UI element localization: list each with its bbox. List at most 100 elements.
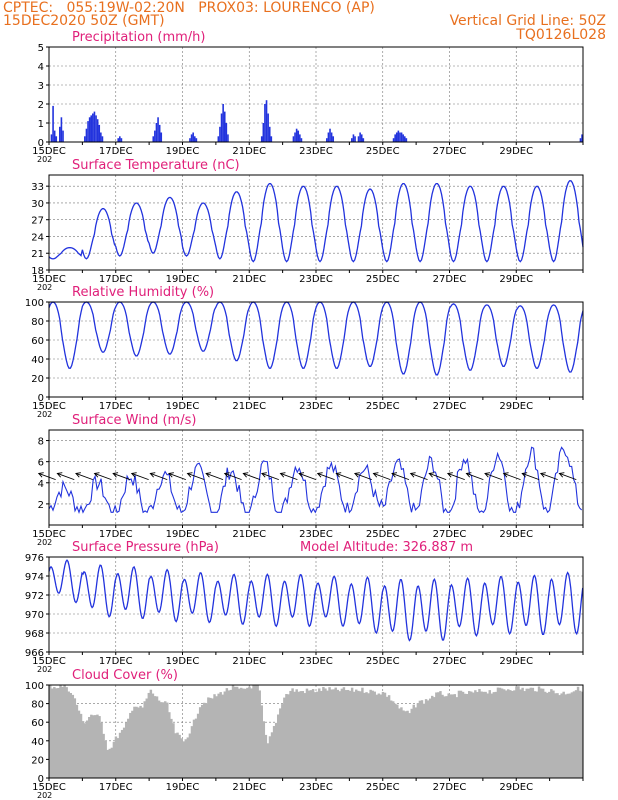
cloud-bar — [410, 708, 413, 778]
x-tick-label: 25DEC — [366, 274, 400, 285]
cloud-bar — [482, 691, 485, 778]
precip-bar — [260, 136, 263, 142]
cloud-bar — [108, 748, 112, 778]
precip-bar — [326, 138, 328, 142]
precip-bar — [87, 121, 89, 142]
cloud-bar — [400, 707, 403, 778]
wind-arrow — [75, 473, 94, 481]
cloud-bar — [209, 697, 212, 778]
wind-arrow — [336, 473, 354, 481]
year-label: 202 — [37, 410, 52, 419]
header-date: 15DEC2020 50Z (GMT) — [3, 13, 165, 29]
x-tick-label: 27DEC — [433, 401, 467, 412]
precip-bar — [394, 134, 396, 142]
wind-arrow-head — [186, 472, 193, 478]
cloud-bar — [299, 691, 303, 778]
cloud-bar — [494, 691, 498, 778]
cloud-bar — [53, 687, 56, 778]
cloud-bar — [513, 690, 516, 778]
cloud-bar — [352, 691, 356, 778]
cloud-bar — [104, 740, 107, 778]
wind-arrow — [150, 473, 168, 481]
cloud-bar — [330, 689, 333, 778]
cloud-bar — [389, 700, 393, 778]
cloud-bar — [225, 688, 229, 778]
precip-bar — [360, 134, 363, 142]
cloud-bar — [291, 688, 294, 778]
cloud-bar — [527, 688, 530, 778]
precip-bar — [359, 132, 361, 142]
cloud-bar — [385, 696, 389, 778]
precip-bar — [294, 132, 296, 142]
x-tick-label: 29DEC — [499, 146, 533, 157]
cloud-bar — [143, 701, 146, 778]
cloud-bar — [387, 695, 391, 778]
cloud-bar — [192, 719, 196, 778]
wind-arrow-head — [130, 472, 137, 478]
cloud-bar — [244, 688, 247, 778]
cloud-bar — [461, 691, 465, 778]
cloud-bar — [449, 694, 452, 778]
y-tick-label: 4 — [38, 479, 44, 490]
precip-bar — [59, 126, 61, 142]
cloud-bar — [541, 688, 545, 778]
precip-bar — [120, 138, 123, 142]
cloud-bar — [455, 697, 459, 778]
cloud-bar — [578, 690, 582, 778]
cloud-bar — [344, 690, 348, 778]
cloud-bar — [463, 693, 467, 778]
precip-bar — [362, 138, 365, 142]
cloud-bar — [283, 697, 286, 778]
cloud-bar — [159, 702, 163, 778]
wind-arrow — [503, 473, 521, 481]
cloud-bar — [260, 705, 263, 778]
y-tick-label: 100 — [25, 298, 44, 309]
precip-bar — [330, 132, 333, 142]
cloud-bar — [268, 736, 272, 778]
cloud-bar — [51, 688, 54, 778]
cloud-bar — [248, 686, 251, 778]
cloud-bar — [338, 691, 342, 778]
precip-bar — [189, 138, 191, 142]
cloud-bar — [383, 692, 387, 778]
x-tick-label: 21DEC — [232, 656, 266, 667]
cloud-bar — [443, 696, 446, 778]
cloud-bar — [361, 687, 364, 778]
cloud-bar — [474, 690, 477, 778]
cloud-bar — [124, 722, 128, 778]
y-tick-label: 974 — [25, 572, 44, 583]
cloud-bar — [562, 691, 565, 778]
wind-arrow-head — [484, 472, 491, 478]
cloud-bar — [445, 696, 448, 778]
cloud-bar — [431, 695, 434, 778]
precip-bar — [217, 136, 220, 142]
cloud-bar — [176, 732, 179, 778]
y-tick-label: 60 — [31, 336, 44, 347]
cloud-bar — [472, 692, 475, 778]
cloud-bar — [504, 690, 508, 778]
cloud-bar — [350, 687, 354, 778]
y-tick-label: 3 — [38, 81, 44, 92]
wind-arrow — [280, 473, 298, 481]
cloud-bar — [161, 702, 165, 778]
x-tick-label: 15DEC — [32, 146, 66, 157]
cloud-bar — [98, 716, 101, 778]
x-tick-label: 21DEC — [232, 529, 266, 540]
cloud-bar — [221, 694, 224, 778]
cloud-bar — [519, 689, 522, 778]
y-tick-label: 976 — [25, 553, 44, 564]
wind-arrow-head — [298, 472, 305, 478]
y-tick-label: 80 — [31, 700, 44, 711]
cloud-bar — [570, 692, 574, 778]
cloud-bar — [365, 692, 368, 778]
precip-bar — [92, 113, 94, 142]
cloud-bar — [326, 690, 329, 778]
precip-bar — [397, 130, 400, 142]
precip-bar — [158, 124, 161, 142]
cloud-bar — [537, 686, 541, 778]
wind-arrow — [410, 473, 428, 481]
precip-bar — [96, 119, 99, 142]
cloud-bar — [281, 704, 284, 778]
x-tick-label: 23DEC — [299, 146, 333, 157]
cloud-bar — [110, 747, 114, 778]
